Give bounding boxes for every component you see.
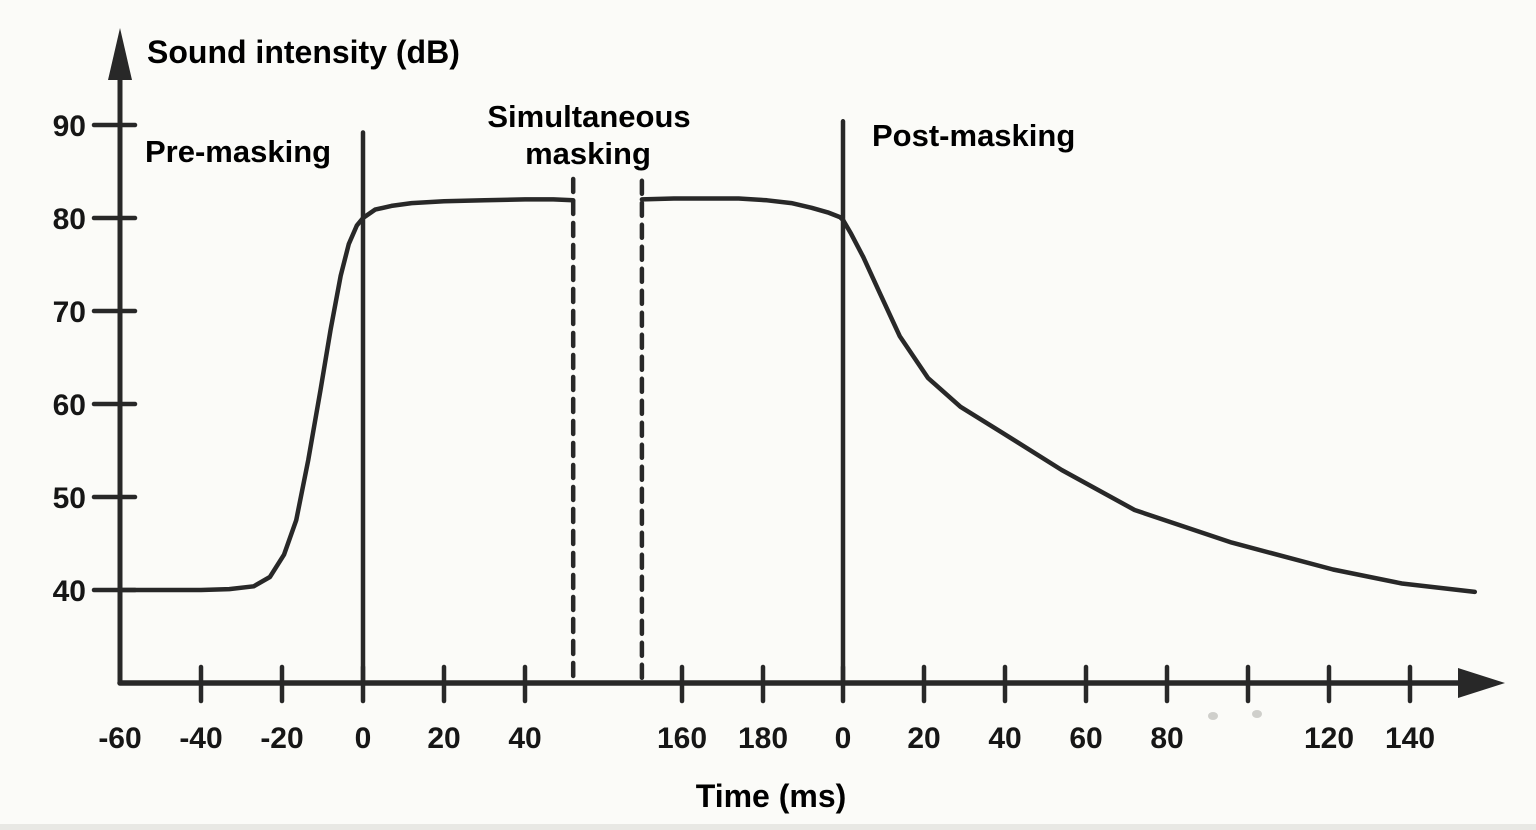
y-tick-label: 40 <box>53 575 86 608</box>
x-tick-label: 20 <box>907 722 940 755</box>
y-tick-label: 60 <box>53 389 86 422</box>
x-tick-label: 160 <box>657 722 707 755</box>
x-tick-label: 120 <box>1304 722 1354 755</box>
x-tick-label: -60 <box>98 722 141 755</box>
scan-smudge <box>1252 710 1262 718</box>
y-tick-label: 80 <box>53 203 86 236</box>
x-tick-label: 20 <box>427 722 460 755</box>
x-tick-label: 0 <box>835 722 852 755</box>
masking-threshold-offset-curve <box>639 196 1478 595</box>
x-tick-label: 40 <box>988 722 1021 755</box>
y-tick-label: 70 <box>53 296 86 329</box>
y-tick-label: 50 <box>53 482 86 515</box>
y-tick-label: 90 <box>53 110 86 143</box>
region-label-simultaneous-masking-line2: masking <box>525 136 651 171</box>
x-tick-label: -20 <box>260 722 303 755</box>
region-label-simultaneous-masking-line1: Simultaneous <box>487 99 690 134</box>
x-axis-title: Time (ms) <box>696 778 847 814</box>
scan-artifact-strip <box>0 824 1536 830</box>
y-axis-title: Sound intensity (dB) <box>147 34 460 70</box>
y-axis-arrow-icon <box>108 28 132 80</box>
x-tick-label: 40 <box>508 722 541 755</box>
x-tick-label: 80 <box>1150 722 1183 755</box>
x-tick-label: 60 <box>1069 722 1102 755</box>
masking-threshold-onset-curve <box>117 197 576 593</box>
region-label-pre-masking-text: Pre-masking <box>145 134 331 169</box>
region-label-post-masking: Post-masking <box>872 118 1075 153</box>
scan-smudge <box>1208 712 1218 720</box>
x-tick-label: 0 <box>355 722 372 755</box>
x-axis-arrow-icon <box>1458 668 1505 698</box>
x-tick-label: 140 <box>1385 722 1435 755</box>
x-tick-label: 180 <box>738 722 788 755</box>
x-tick-label: -40 <box>179 722 222 755</box>
